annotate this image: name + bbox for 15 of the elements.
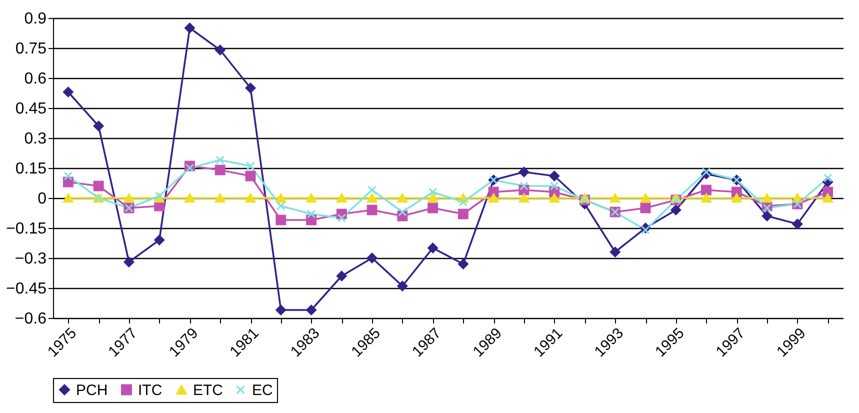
y-tick-label: 0.45 bbox=[15, 100, 47, 118]
legend-label: ITC bbox=[138, 382, 162, 399]
legend-label: ETC bbox=[193, 382, 224, 399]
y-tick-label: −0.6 bbox=[14, 310, 47, 328]
y-tick-label: −0.3 bbox=[14, 250, 47, 268]
legend-label: EC bbox=[252, 382, 274, 399]
y-tick-label: 0.3 bbox=[24, 130, 47, 148]
y-tick-label: 0 bbox=[38, 190, 47, 208]
y-tick-label: −0.45 bbox=[6, 280, 47, 298]
legend-label: PCH bbox=[76, 382, 108, 399]
y-tick-label: 0.6 bbox=[24, 70, 47, 88]
y-tick-label: 0.9 bbox=[24, 10, 47, 28]
y-tick-label: −0.15 bbox=[6, 220, 47, 238]
y-tick-label: 0.15 bbox=[15, 160, 47, 178]
y-tick-label: 0.75 bbox=[15, 40, 47, 58]
